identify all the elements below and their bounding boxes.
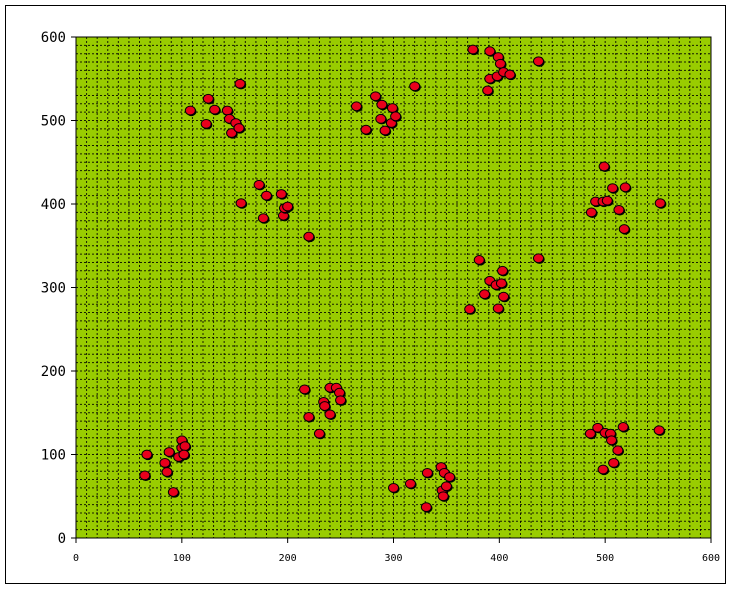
data-point — [404, 478, 416, 489]
data-point — [178, 449, 190, 460]
x-tick-label: 0 — [73, 553, 79, 564]
y-tick-label: 300 — [41, 281, 66, 297]
data-point — [601, 195, 613, 206]
data-point — [467, 44, 479, 55]
data-point — [495, 278, 507, 289]
data-point — [497, 265, 509, 276]
data-point — [482, 85, 494, 96]
data-point — [612, 445, 624, 456]
data-point — [613, 204, 625, 215]
data-point — [386, 103, 398, 113]
data-point — [319, 401, 331, 411]
data-point — [597, 464, 609, 475]
data-point — [221, 105, 233, 116]
data-point — [202, 93, 214, 104]
data-point — [226, 128, 238, 138]
x-tick-label: 300 — [384, 553, 402, 564]
y-tick-label: 200 — [41, 364, 66, 380]
data-point — [179, 441, 191, 452]
x-tick-label: 400 — [490, 553, 508, 564]
x-tick-label: 200 — [279, 553, 297, 564]
data-point — [618, 224, 630, 234]
data-point — [261, 190, 272, 201]
data-point — [479, 289, 491, 300]
data-point — [437, 491, 449, 502]
data-point — [335, 395, 347, 406]
data-point — [390, 111, 402, 122]
data-point — [234, 78, 246, 89]
data-point — [299, 384, 311, 395]
data-point — [473, 255, 485, 265]
data-point — [584, 428, 596, 439]
data-point — [607, 183, 619, 194]
y-tick-label: 400 — [41, 197, 66, 213]
data-point — [484, 46, 496, 57]
data-point — [303, 412, 315, 422]
data-point — [409, 81, 421, 92]
data-point — [350, 101, 362, 112]
data-point — [253, 179, 265, 190]
data-point — [375, 113, 387, 124]
y-tick-label: 100 — [41, 448, 66, 464]
data-point — [617, 422, 629, 432]
data-point — [608, 457, 620, 468]
data-point — [379, 125, 391, 136]
data-point — [504, 69, 516, 80]
data-point — [592, 422, 604, 433]
data-point — [606, 435, 618, 446]
data-point — [275, 189, 287, 199]
data-point — [498, 291, 510, 302]
data-point — [282, 201, 294, 212]
data-point — [532, 56, 544, 67]
data-point — [619, 182, 631, 193]
x-tick-label: 600 — [702, 553, 720, 564]
data-point — [313, 428, 325, 439]
data-point — [233, 123, 245, 133]
data-point — [532, 253, 544, 264]
data-point — [360, 124, 372, 135]
x-tick-label: 100 — [173, 553, 191, 564]
data-point — [464, 304, 476, 315]
chart-frame: 0 100 200 300 400 500 600 0 100 200 300 400 500 600 — [5, 5, 726, 584]
data-point — [257, 213, 269, 224]
y-tick-label: 0 — [58, 531, 66, 547]
data-point — [370, 91, 382, 102]
data-point — [163, 447, 175, 457]
data-point — [654, 198, 666, 209]
data-point — [159, 457, 171, 468]
data-point — [420, 502, 432, 513]
data-point — [376, 99, 388, 110]
data-point — [200, 118, 212, 129]
data-point — [161, 467, 173, 477]
x-tick-label: 500 — [596, 553, 614, 564]
data-point — [444, 472, 456, 482]
y-tick-label: 600 — [41, 30, 66, 46]
data-point — [139, 470, 151, 481]
data-point — [585, 207, 597, 218]
data-point — [324, 409, 336, 420]
data-point — [440, 481, 452, 492]
data-point — [598, 161, 610, 172]
data-point — [235, 198, 247, 209]
data-point — [303, 231, 315, 242]
data-point — [184, 105, 196, 116]
data-point — [167, 487, 179, 497]
y-tick-label: 500 — [41, 114, 66, 130]
data-point — [492, 303, 504, 314]
data-point — [141, 449, 153, 460]
data-point — [388, 483, 399, 493]
scatter-chart: 0 100 200 300 400 500 600 0 100 200 300 400 500 600 — [41, 30, 720, 564]
data-point — [209, 104, 221, 115]
data-point — [421, 467, 433, 478]
data-point — [494, 58, 506, 69]
data-point — [653, 425, 665, 436]
